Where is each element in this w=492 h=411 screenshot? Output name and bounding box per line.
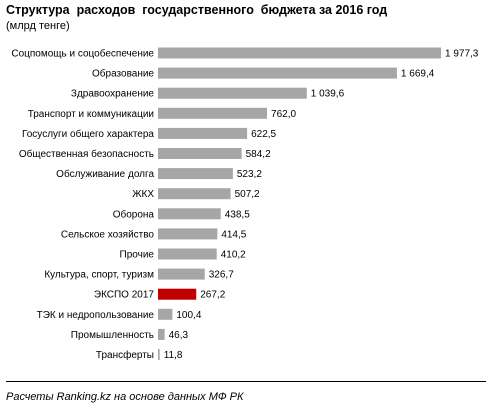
category-label: Госуслуги общего характера: [22, 128, 154, 140]
bar: [158, 349, 160, 360]
value-label: 410,2: [221, 250, 246, 261]
value-label: 507,2: [235, 189, 260, 200]
value-label: 584,2: [246, 149, 271, 160]
category-label: Сельское хозяйство: [61, 229, 155, 240]
category-label: Прочие: [120, 250, 155, 261]
category-label: ЭКСПО 2017: [94, 290, 155, 301]
category-label: Оборона: [113, 208, 155, 220]
bar: [158, 228, 218, 240]
category-label: Трансферты: [96, 349, 154, 361]
category-label: Культура, спорт, туризм: [44, 270, 154, 281]
value-label: 762,0: [271, 109, 296, 120]
value-label: 1 669,4: [401, 69, 435, 80]
bar: [158, 248, 217, 260]
chart-unit: (млрд тенге): [6, 20, 70, 32]
bar: [158, 328, 165, 340]
bar: [158, 107, 268, 119]
bar: [158, 268, 205, 280]
bar: [158, 188, 231, 200]
category-label: Обслуживание долга: [56, 168, 154, 180]
bar: [158, 168, 233, 180]
value-label: 523,2: [237, 169, 262, 180]
value-label: 1 039,6: [311, 89, 345, 100]
category-label: Образование: [92, 68, 154, 80]
bar: [158, 67, 397, 79]
bar: [158, 87, 307, 99]
value-label: 622,5: [251, 129, 276, 140]
value-label: 414,5: [221, 229, 246, 240]
bar: [158, 308, 173, 320]
bar: [158, 288, 197, 300]
value-label: 326,7: [209, 270, 234, 281]
source-note: Расчеты Ranking.kz на основе данных МФ Р…: [6, 391, 244, 403]
value-label: 1 977,3: [445, 49, 479, 60]
category-label: Транспорт и коммуникации: [28, 109, 154, 120]
category-label: Соцпомощь и соцобеспечение: [11, 48, 154, 60]
category-label: Общественная безопасность: [19, 148, 154, 160]
chart-title: Структура расходов государственного бюдж…: [6, 3, 388, 17]
bar: [158, 127, 248, 139]
bar: [158, 208, 221, 220]
bar: [158, 148, 242, 159]
value-label: 100,4: [176, 310, 201, 321]
value-label: 438,5: [225, 209, 250, 220]
value-label: 46,3: [169, 330, 189, 341]
bar: [158, 47, 441, 59]
category-label: ТЭК и недропользование: [37, 310, 155, 321]
value-label: 267,2: [200, 290, 225, 301]
value-label: 11,8: [164, 350, 183, 361]
bar-chart: Соцпомощь и соцобеспечение 1 977,3 Образов…: [11, 47, 479, 361]
divider: [6, 381, 486, 382]
category-label: Промышленность: [71, 330, 154, 341]
category-label: Здравоохранение: [71, 89, 155, 100]
category-label: ЖКХ: [132, 189, 154, 200]
